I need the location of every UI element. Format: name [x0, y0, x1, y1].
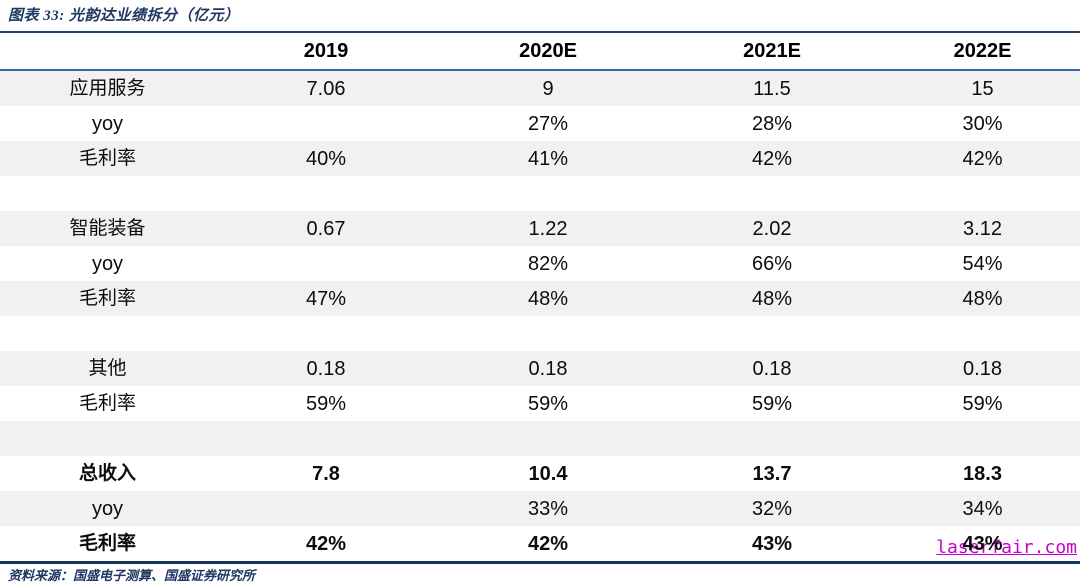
source-note: 资料来源：国盛电子测算、国盛证券研究所 [8, 568, 256, 583]
cell: 11.5 [753, 77, 791, 100]
cell: 42% [962, 147, 1003, 170]
cell: 0.18 [306, 357, 346, 380]
table-row-gross-margin: 毛利率 59% 59% 59% 59% [0, 386, 1080, 421]
cell: 30% [962, 112, 1003, 135]
cell: 48% [527, 287, 569, 310]
table-body: 应用服务 7.06 9 11.5 15 yoy 27% 28% 30% 毛利率 … [0, 71, 1080, 561]
table-row-yoy: yoy 33% 32% 34% [0, 491, 1080, 526]
cell: 66% [751, 252, 793, 275]
cell: 54% [962, 252, 1003, 275]
column-header-2022e: 2022E [953, 40, 1012, 62]
cell: 40% [305, 147, 347, 170]
cell: 0.67 [306, 217, 346, 240]
cell: 34% [962, 497, 1003, 520]
figure-title: 图表 33: 光韵达业绩拆分（亿元） [8, 8, 240, 24]
cell: 43% [751, 532, 793, 555]
table-row-gross-margin: 毛利率 47% 48% 48% 48% [0, 281, 1080, 316]
row-label: 毛利率 [78, 148, 136, 169]
cell: 9 [542, 77, 554, 100]
row-label: 总收入 [78, 463, 136, 484]
cell: 48% [962, 287, 1003, 310]
column-header-2019: 2019 [303, 40, 349, 62]
row-label: 应用服务 [69, 78, 146, 99]
table-row-total-revenue: 总收入 7.8 10.4 13.7 18.3 [0, 456, 1080, 491]
cell: 82% [527, 252, 569, 275]
table-row-spacer [0, 316, 1080, 351]
table-row-spacer [0, 176, 1080, 211]
table-row-gross-margin: 毛利率 40% 41% 42% 42% [0, 141, 1080, 176]
table-row-yoy: yoy 82% 66% 54% [0, 246, 1080, 281]
cell: 3.12 [963, 217, 1002, 240]
cell: 32% [751, 497, 793, 520]
cell: 0.18 [963, 357, 1002, 380]
cell: 2.02 [752, 217, 792, 240]
cell: 7.06 [306, 77, 346, 100]
cell: 33% [527, 497, 569, 520]
breakdown-table: 2019 2020E 2021E 2022E 应用服务 7.06 9 11.5 … [0, 31, 1080, 564]
row-label: 毛利率 [78, 288, 136, 309]
cell: 27% [527, 112, 569, 135]
cell: 18.3 [963, 462, 1002, 485]
cell: 59% [527, 392, 569, 415]
cell: 42% [305, 532, 347, 555]
table-header-row: 2019 2020E 2021E 2022E [0, 33, 1080, 71]
watermark: laserfair.com [936, 537, 1077, 558]
cell: 48% [751, 287, 793, 310]
row-label: 毛利率 [78, 393, 136, 414]
row-label: yoy [91, 252, 124, 275]
row-label: 智能装备 [69, 218, 146, 239]
cell: 59% [962, 392, 1003, 415]
table-row-gross-margin-total: 毛利率 42% 42% 43% 43% [0, 526, 1080, 561]
cell: 10.4 [528, 462, 568, 485]
cell: 15 [971, 77, 994, 100]
cell: 59% [751, 392, 793, 415]
cell: 28% [751, 112, 793, 135]
cell: 43% [962, 532, 1003, 555]
row-label: 毛利率 [78, 533, 136, 554]
cell: 41% [527, 147, 569, 170]
row-label: 其他 [88, 358, 127, 379]
cell: 59% [305, 392, 347, 415]
cell: 0.18 [528, 357, 568, 380]
table-row-smart-equipment: 智能装备 0.67 1.22 2.02 3.12 [0, 211, 1080, 246]
cell: 1.22 [528, 217, 568, 240]
column-header-2020e: 2020E [519, 40, 577, 62]
cell: 0.18 [752, 357, 792, 380]
cell: 42% [527, 532, 569, 555]
table-row-spacer [0, 421, 1080, 456]
cell: 47% [305, 287, 347, 310]
table-row-others: 其他 0.18 0.18 0.18 0.18 [0, 351, 1080, 386]
column-header-2021e: 2021E [743, 40, 801, 62]
row-label: yoy [91, 112, 124, 135]
table-row-yoy: yoy 27% 28% 30% [0, 106, 1080, 141]
cell: 13.7 [752, 462, 792, 485]
table-row-app-services: 应用服务 7.06 9 11.5 15 [0, 71, 1080, 106]
cell: 7.8 [312, 462, 340, 485]
cell: 42% [751, 147, 793, 170]
row-label: yoy [91, 497, 124, 520]
